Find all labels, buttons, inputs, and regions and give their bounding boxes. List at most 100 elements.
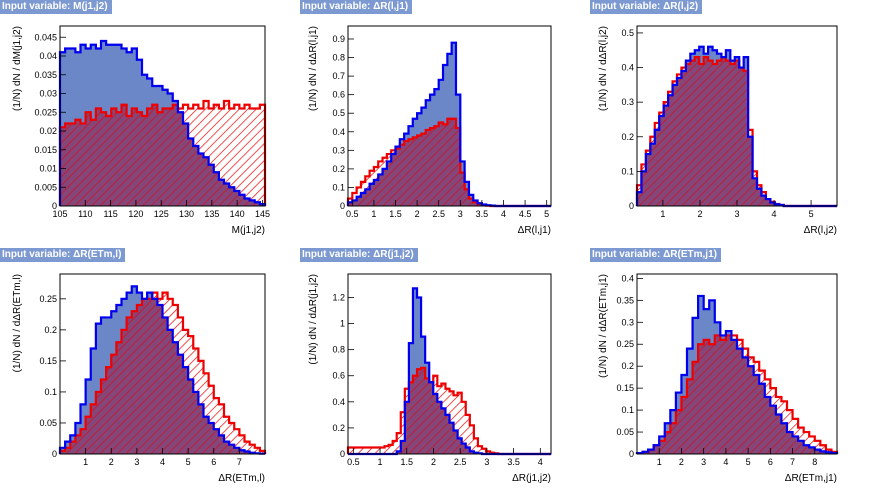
y-tick-label: 0.05 <box>616 427 634 437</box>
y-axis-label: (1/N) dN / dΔR(ETm,l) <box>12 274 23 372</box>
y-tick-label: 0.2 <box>332 164 345 174</box>
x-tick-label: 115 <box>103 209 117 219</box>
y-tick-label: 0.2 <box>44 325 57 335</box>
x-tick-label: 3 <box>484 457 489 467</box>
x-tick-label: 4 <box>501 209 506 219</box>
x-axis-label: ΔR(ETm,j1) <box>785 473 837 484</box>
plot-panel-dr-etm-j1: Input variable: ΔR(ETm,j1) 1 2 3 4 5 6 7 8 0 0.05… <box>590 248 872 493</box>
y-tick-label: 0 <box>52 449 57 459</box>
y-tick-label: 0.04 <box>39 51 57 61</box>
histogram-m-j1-j2: 105 110 115 120 125 130 135 140 145 0 0.005 0.01 0.0… <box>12 25 270 236</box>
signal-line <box>635 45 837 208</box>
y-tick-label: 0.15 <box>616 383 634 393</box>
y-tick-label: 0.05 <box>39 418 57 428</box>
y-tick-label: 0.25 <box>616 339 634 349</box>
x-tick-label: 145 <box>255 209 270 219</box>
y-tick-label: 0.1 <box>44 387 57 397</box>
x-axis-label: ΔR(ETm,l) <box>218 473 265 484</box>
x-tick-label: 4 <box>772 209 777 219</box>
x-tick-label: 7 <box>790 457 795 467</box>
signal-line <box>58 285 267 455</box>
histogram-dr-l-j1: 0.5 1 1.5 2 2.5 3 3.5 4 4.5 5 0 0.1 0.2 0.3 0.4 0.5 0.6 0… <box>308 25 552 236</box>
x-tick-label: 5 <box>746 457 751 467</box>
x-tick-label: 4 <box>160 457 165 467</box>
plot-panel-dr-etm-l: Input variable: ΔR(ETm,l) 1 2 3 4 5 6 7 0 0.05 0.… <box>0 248 290 493</box>
x-tick-label: 1 <box>660 209 665 219</box>
y-tick-label: 0.005 <box>34 182 57 192</box>
x-tick-label: 8 <box>812 457 817 467</box>
y-tick-label: 0.3 <box>621 97 634 107</box>
y-tick-label: 0.8 <box>332 345 345 355</box>
y-tick-label: 0 <box>340 449 345 459</box>
plot-panel-dr-l-j2: Input variable: ΔR(l,j2) 1 2 3 4 5 0 0.1 0.2 0.3… <box>590 0 872 245</box>
overlap-hatch <box>637 57 837 207</box>
y-tick-label: 0.35 <box>616 295 634 305</box>
x-tick-label: 135 <box>204 209 219 219</box>
y-tick-label: 0.01 <box>39 164 57 174</box>
x-tick-label: 6 <box>768 457 773 467</box>
x-tick-label: 5 <box>809 209 814 219</box>
x-tick-label: 5 <box>544 209 549 219</box>
x-tick-label: 2 <box>679 457 684 467</box>
y-tick-label: 0.02 <box>39 126 57 136</box>
y-tick-label: 0.3 <box>332 145 345 155</box>
y-axis-label: (1/N) dN / dM(j1,j2) <box>12 26 23 111</box>
y-tick-label: 0.2 <box>332 423 345 433</box>
y-tick-label: 0.5 <box>332 108 345 118</box>
x-tick-label: 1 <box>657 457 662 467</box>
x-tick-label: 1 <box>83 457 88 467</box>
x-axis-label: ΔR(j1,j2) <box>512 473 551 484</box>
x-tick-label: 2 <box>697 209 702 219</box>
x-tick-label: 3.5 <box>476 209 489 219</box>
x-tick-label: 3 <box>458 209 463 219</box>
x-tick-label: 4.5 <box>519 209 532 219</box>
y-tick-label: 0.5 <box>621 28 634 38</box>
x-tick-label: 0.5 <box>347 457 360 467</box>
x-tick-label: 1 <box>371 209 376 219</box>
x-tick-label: 2 <box>415 209 420 219</box>
x-tick-label: 2.5 <box>432 209 445 219</box>
plot-frame <box>636 273 838 455</box>
y-tick-label: 1.2 <box>332 292 345 302</box>
x-axis-label: M(j1,j2) <box>232 225 265 236</box>
background-hatch <box>348 367 551 454</box>
x-axis-label: ΔR(l,j1) <box>518 225 551 236</box>
overlap-hatch <box>60 104 265 206</box>
y-axis-label: (1/N) dN / dΔR(j1,j2) <box>308 274 319 365</box>
y-tick-label: 0.1 <box>621 166 634 176</box>
signal-line <box>635 294 839 455</box>
y-axis-label: (1/N) dN / dΔR(ETm,j1) <box>598 274 609 378</box>
y-tick-label: 0.1 <box>621 405 634 415</box>
y-tick-label: 0.035 <box>34 70 57 80</box>
x-tick-label: 6 <box>211 457 216 467</box>
y-tick-label: 0.6 <box>332 90 345 100</box>
x-tick-label: 2.5 <box>454 457 467 467</box>
x-tick-label: 125 <box>154 209 169 219</box>
histogram-dr-l-j2: 1 2 3 4 5 0 0.1 0.2 0.3 0.4 0.5 ΔR(l,j2) (1/N) dN / … <box>598 25 838 236</box>
overlap-hatch <box>60 298 265 454</box>
histogram-dr-j1-j2: 0.5 1 1.5 2 2.5 3 3.5 4 0 0.2 0.4 0.6 0.8 1 1.2 ΔR(j1,j… <box>308 273 552 484</box>
x-tick-label: 0.5 <box>346 209 359 219</box>
y-tick-label: 0.03 <box>39 89 57 99</box>
y-tick-label: 0.015 <box>34 145 57 155</box>
x-tick-label: 3 <box>701 457 706 467</box>
histogram-dr-etm-j1: 1 2 3 4 5 6 7 8 0 0.05 0.1 0.15 0.2 0.25 0.3 0.35 0.4 ΔR(… <box>598 273 839 484</box>
plot-frame <box>347 25 552 207</box>
background-line <box>58 99 267 206</box>
y-tick-label: 0.1 <box>332 182 345 192</box>
y-tick-label: 0.25 <box>39 294 57 304</box>
x-tick-label: 5 <box>186 457 191 467</box>
y-axis-label: (1/N) dN / dΔR(l,j2) <box>598 26 609 111</box>
y-tick-label: 0.4 <box>332 127 345 137</box>
x-tick-label: 140 <box>230 209 245 219</box>
y-tick-label: 0.9 <box>332 34 345 44</box>
x-tick-label: 1.5 <box>401 457 414 467</box>
plot-panel-dr-l-j1: Input variable: ΔR(l,j1) 0.5 1 1.5 2 2.5 3 3.5… <box>300 0 590 245</box>
y-tick-label: 0.8 <box>332 53 345 63</box>
y-tick-label: 0 <box>629 201 634 211</box>
plot-header: Input variable: ΔR(l,j1) <box>300 0 413 14</box>
histogram-dr-etm-l: 1 2 3 4 5 6 7 0 0.05 0.1 0.15 0.2 0.25 ΔR(ETm,l) (1/N)… <box>12 273 267 484</box>
x-tick-label: 3 <box>734 209 739 219</box>
x-tick-label: 1.5 <box>389 209 402 219</box>
y-tick-label: 1 <box>340 319 345 329</box>
